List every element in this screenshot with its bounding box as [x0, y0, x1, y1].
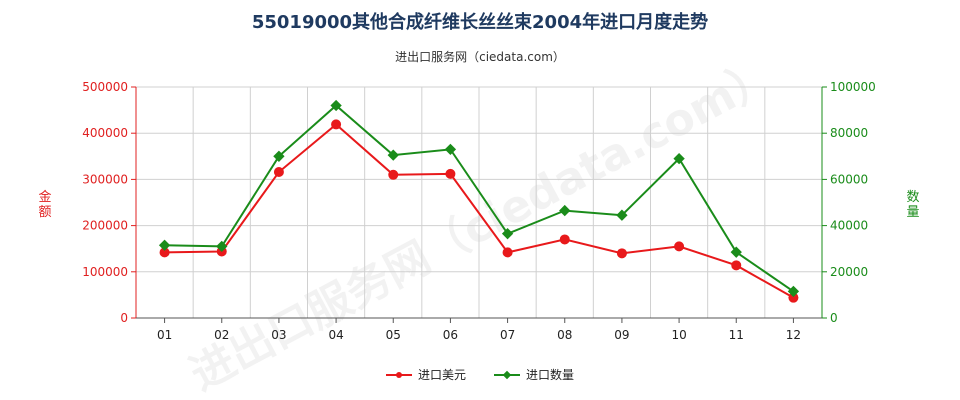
data-point-usd: [273, 167, 284, 178]
data-point-quantity: [501, 228, 514, 240]
left-tick-label: 300000: [82, 172, 128, 186]
legend-swatch-usd: [385, 370, 412, 380]
x-tick-label: 02: [214, 328, 229, 342]
right-tick-label: 0: [830, 311, 838, 325]
series-line-usd: [164, 123, 794, 299]
left-tick-label: 500000: [82, 80, 128, 94]
x-tick-label: 07: [500, 328, 515, 342]
data-point-quantity: [444, 143, 457, 156]
left-axis-label: 金额: [38, 190, 52, 220]
right-tick-label: 60000: [830, 172, 868, 186]
data-point-usd: [388, 169, 399, 180]
chart-title: 55019000其他合成纤维长丝丝束2004年进口月度走势: [251, 12, 709, 33]
data-point-quantity: [787, 285, 800, 298]
left-tick-label: 200000: [82, 219, 128, 233]
legend-item-quantity[interactable]: 进口数量: [494, 366, 574, 383]
left-tick-label: 100000: [82, 265, 128, 279]
data-point-quantity: [559, 204, 571, 217]
left-tick-label: 0: [120, 311, 128, 325]
chart-subtitle: 进出口服务网（ciedata.com）: [395, 50, 565, 64]
x-tick-label: 08: [557, 328, 572, 342]
right-tick-label: 20000: [830, 265, 868, 279]
watermark: 进出口服务网（ciedata.com）: [182, 49, 783, 400]
x-tick-label: 11: [729, 328, 744, 342]
series-line-quantity: [164, 104, 794, 293]
data-point-quantity: [730, 246, 742, 258]
data-point-quantity: [158, 239, 171, 251]
legend-label-quantity: 进口数量: [526, 368, 575, 382]
data-point-usd: [502, 247, 513, 258]
legend-swatch-quantity: [494, 370, 520, 380]
legend-label-usd: 进口美元: [417, 368, 466, 382]
right-tick-label: 40000: [830, 219, 868, 233]
data-point-usd: [159, 247, 170, 258]
data-point-quantity: [216, 240, 228, 253]
data-point-quantity: [273, 150, 285, 162]
x-tick-label: 03: [271, 328, 286, 342]
data-point-usd: [445, 168, 456, 179]
x-tick-label: 04: [328, 328, 343, 342]
x-tick-label: 09: [614, 328, 629, 342]
data-point-usd: [331, 119, 342, 130]
legend: 进口美元 进口数量: [0, 366, 960, 383]
legend-item-usd[interactable]: 进口美元: [385, 366, 466, 383]
left-tick-label: 400000: [82, 126, 128, 140]
data-point-usd: [674, 241, 685, 252]
data-point-usd: [616, 248, 627, 259]
data-point-quantity: [673, 152, 685, 165]
data-point-usd: [731, 260, 742, 271]
data-point-usd: [559, 234, 570, 245]
right-tick-label: 100000: [830, 80, 876, 94]
x-tick-label: 06: [443, 328, 458, 342]
right-axis-label: 数量: [906, 190, 920, 220]
x-tick-label: 12: [786, 328, 801, 342]
data-point-usd: [788, 292, 799, 303]
x-tick-label: 01: [157, 328, 172, 342]
right-tick-label: 80000: [830, 126, 868, 140]
x-tick-label: 10: [671, 328, 686, 342]
x-tick-label: 05: [386, 328, 401, 342]
data-point-quantity: [387, 149, 399, 161]
data-point-quantity: [616, 209, 628, 221]
